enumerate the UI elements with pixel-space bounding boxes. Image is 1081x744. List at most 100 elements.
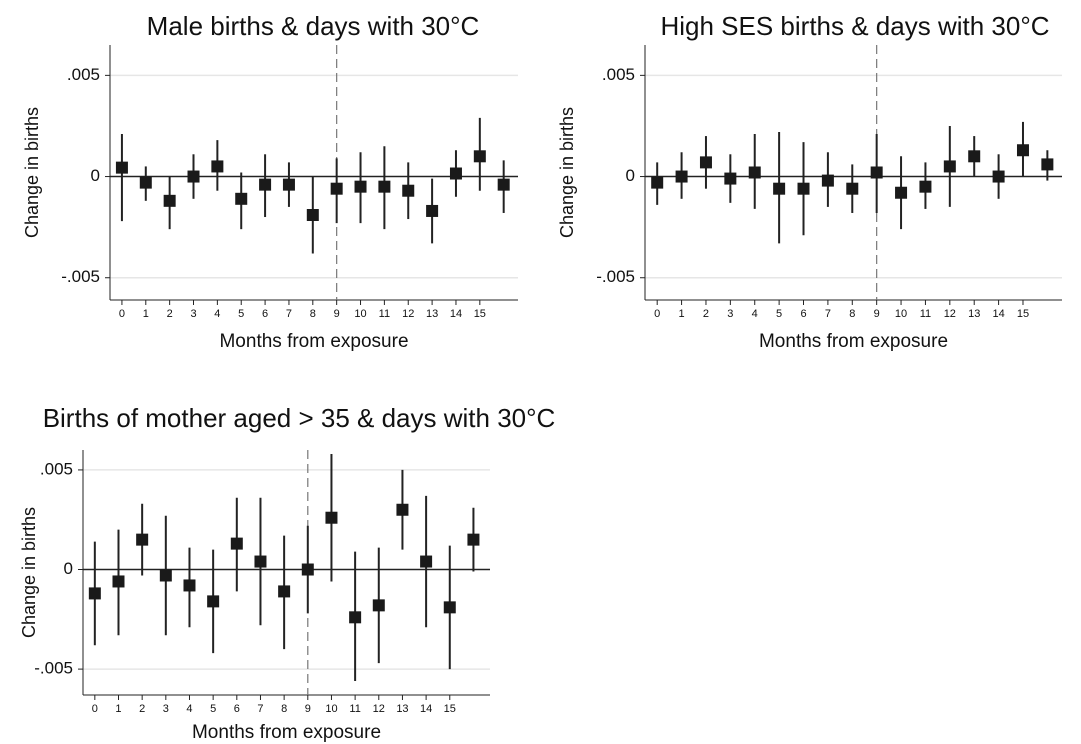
point-marker (773, 182, 786, 195)
x-tick-label: 9 (305, 703, 311, 715)
y-tick-label: 0 (626, 166, 635, 185)
point-marker (163, 194, 176, 207)
point-marker (372, 599, 385, 612)
y-tick-label: -.005 (34, 659, 73, 678)
point-marker (449, 167, 462, 180)
point-marker (870, 166, 883, 179)
x-tick-label: 1 (115, 703, 121, 715)
x-tick-label: 3 (163, 703, 169, 715)
point-marker (651, 176, 664, 189)
point-marker (420, 555, 433, 568)
y-tick-label: 0 (91, 166, 100, 185)
point-marker (301, 563, 314, 576)
y-tick-label: .005 (67, 65, 100, 84)
point-marker (183, 579, 196, 592)
point-marker (467, 533, 480, 546)
x-tick-label: 9 (334, 308, 340, 320)
chart-title: High SES births & days with 30°C (660, 11, 1049, 41)
x-axis-label: Months from exposure (192, 722, 381, 743)
point-marker (919, 180, 932, 193)
x-tick-label: 12 (402, 308, 414, 320)
x-tick-label: 10 (895, 308, 907, 320)
x-tick-label: 0 (654, 308, 660, 320)
x-tick-label: 14 (420, 703, 432, 715)
x-tick-label: 2 (167, 308, 173, 320)
point-marker (497, 178, 510, 191)
x-tick-label: 11 (379, 308, 390, 320)
point-marker (187, 170, 200, 183)
y-tick-label: .005 (40, 459, 73, 478)
x-tick-label: 13 (396, 703, 408, 715)
x-tick-label: 7 (257, 703, 263, 715)
y-axis-label: Change in births (19, 507, 39, 638)
x-axis-label: Months from exposure (759, 331, 948, 352)
point-marker (426, 204, 439, 217)
point-marker (699, 156, 712, 169)
x-tick-label: 6 (234, 703, 240, 715)
y-tick-label: 0 (64, 559, 73, 578)
x-tick-label: 1 (143, 308, 149, 320)
point-marker (1041, 158, 1054, 171)
y-tick-label: -.005 (596, 267, 635, 286)
x-tick-label: 8 (849, 308, 855, 320)
point-marker (254, 555, 267, 568)
point-marker (402, 184, 415, 197)
point-marker (396, 503, 409, 516)
x-tick-label: 0 (119, 308, 125, 320)
point-marker (259, 178, 272, 191)
point-marker (797, 182, 810, 195)
point-marker (159, 569, 172, 582)
x-tick-label: 3 (727, 308, 733, 320)
x-axis-label: Months from exposure (219, 331, 408, 352)
x-tick-label: 8 (310, 308, 316, 320)
point-marker (349, 611, 362, 624)
y-axis-label: Change in births (22, 107, 42, 238)
point-marker (282, 178, 295, 191)
x-tick-label: 14 (992, 308, 1004, 320)
x-tick-label: 11 (349, 703, 360, 715)
point-marker (235, 192, 248, 205)
point-marker (748, 166, 761, 179)
y-axis-label: Change in births (557, 107, 577, 238)
point-marker (115, 161, 128, 174)
x-tick-label: 2 (703, 308, 709, 320)
point-marker (968, 150, 981, 163)
point-marker (354, 180, 367, 193)
x-tick-label: 6 (800, 308, 806, 320)
point-marker (992, 170, 1005, 183)
x-tick-label: 7 (825, 308, 831, 320)
point-marker (136, 533, 149, 546)
x-tick-label: 4 (186, 703, 192, 715)
x-tick-label: 5 (238, 308, 244, 320)
point-marker (278, 585, 291, 598)
point-marker (112, 575, 125, 588)
y-tick-label: -.005 (61, 267, 100, 286)
x-tick-label: 12 (944, 308, 956, 320)
point-marker (846, 182, 859, 195)
x-tick-label: 0 (92, 703, 98, 715)
x-tick-label: 13 (968, 308, 980, 320)
point-marker (675, 170, 688, 183)
x-tick-label: 12 (373, 703, 385, 715)
point-marker (821, 174, 834, 187)
x-tick-label: 13 (426, 308, 438, 320)
point-marker (724, 172, 737, 185)
x-tick-label: 10 (325, 703, 337, 715)
point-marker (330, 182, 343, 195)
x-tick-label: 15 (1017, 308, 1029, 320)
point-marker (473, 150, 486, 163)
point-marker (230, 537, 243, 550)
point-marker (211, 160, 224, 173)
point-marker (1016, 144, 1029, 157)
x-tick-label: 2 (139, 703, 145, 715)
point-marker (378, 180, 391, 193)
point-marker (306, 209, 319, 221)
x-tick-label: 8 (281, 703, 287, 715)
point-marker (207, 595, 220, 608)
x-tick-label: 15 (474, 308, 486, 320)
x-tick-label: 4 (752, 308, 758, 320)
x-tick-label: 1 (679, 308, 685, 320)
chart-title: Male births & days with 30°C (147, 11, 480, 41)
